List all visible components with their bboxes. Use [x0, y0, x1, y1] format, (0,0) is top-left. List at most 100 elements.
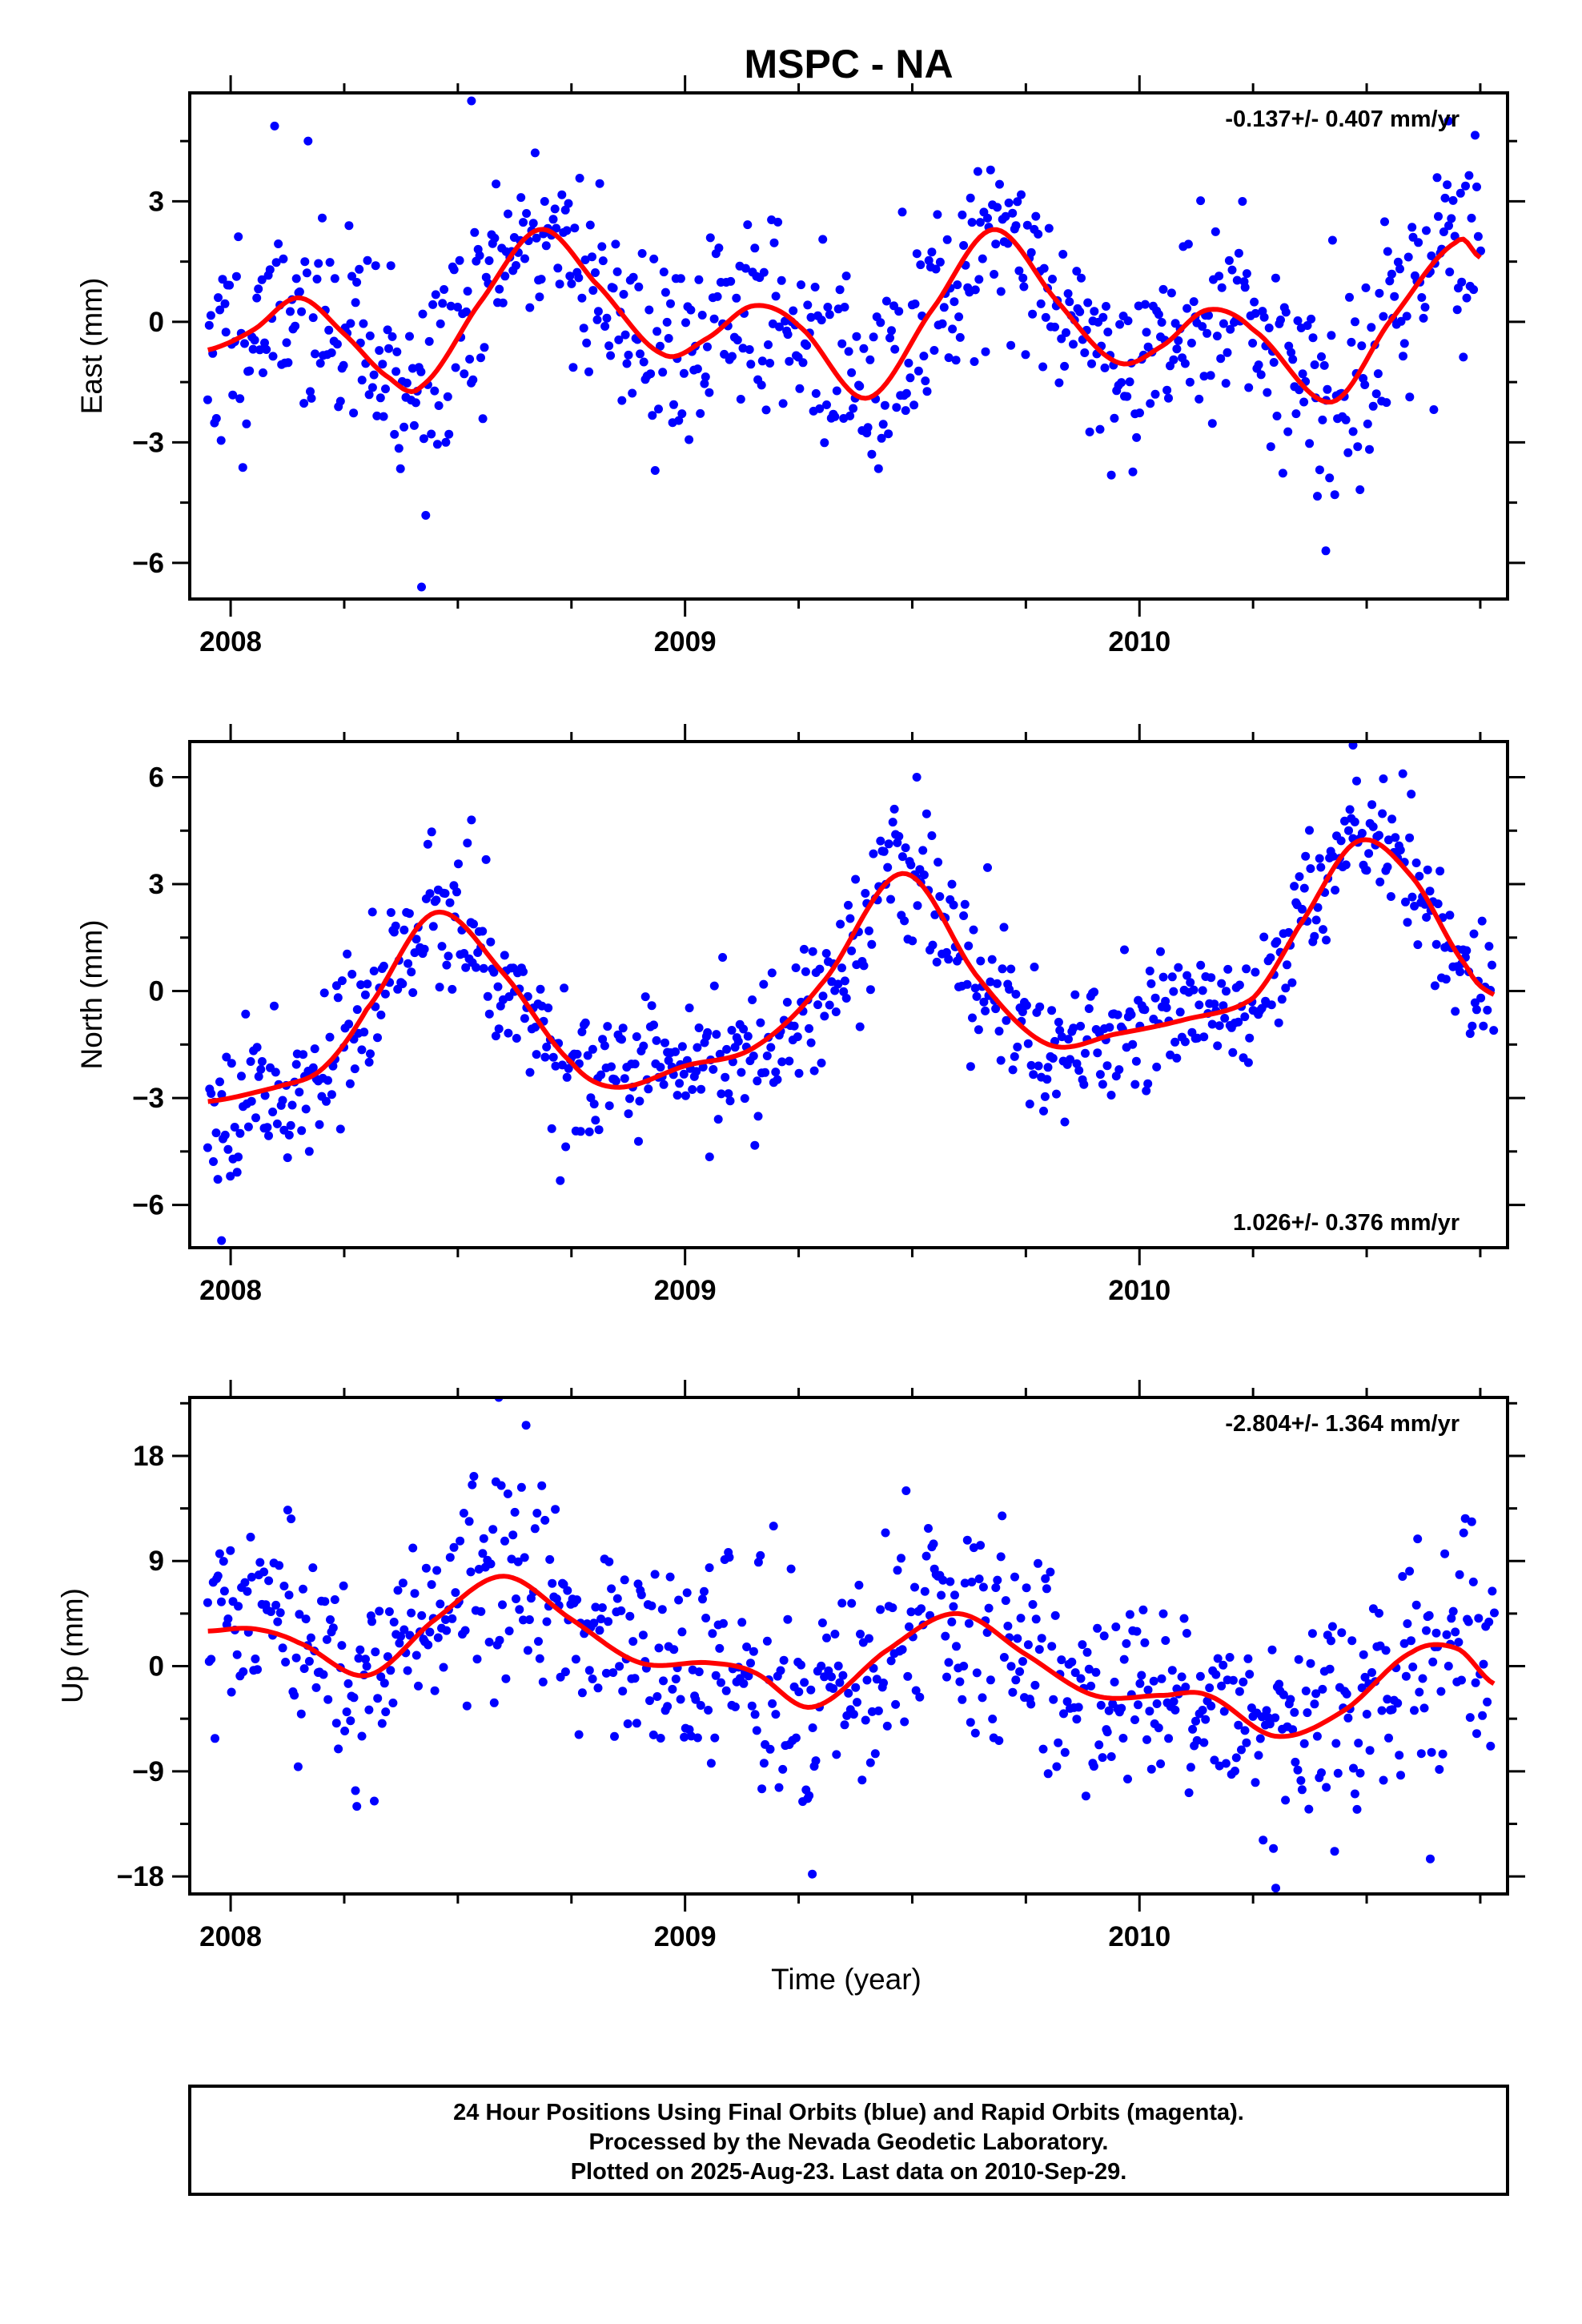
north-data-point [270, 1001, 279, 1011]
east-data-point [1367, 323, 1376, 332]
up-data-point [512, 1594, 520, 1603]
east-data-point [303, 136, 313, 146]
up-points [203, 1397, 1499, 1893]
up-data-point [377, 1719, 387, 1728]
up-data-point [715, 1643, 725, 1653]
east-data-point [761, 405, 771, 415]
north-data-point [376, 1010, 386, 1019]
east-data-point [1259, 312, 1269, 322]
east-data-point [387, 332, 397, 341]
east-data-point [476, 353, 485, 363]
east-data-point [927, 247, 937, 257]
north-data-point [540, 1052, 550, 1062]
north-data-point [287, 1100, 297, 1110]
up-data-point [1399, 1638, 1409, 1648]
up-data-point [379, 1679, 389, 1688]
east-data-point [357, 376, 367, 385]
north-data-point [791, 963, 801, 972]
east-data-point [250, 336, 259, 345]
east-data-point [614, 335, 624, 344]
east-data-point [381, 384, 390, 394]
up-data-point [1322, 1783, 1331, 1792]
up-data-point [680, 1732, 689, 1742]
north-data-point [1315, 854, 1324, 863]
east-data-point [686, 305, 696, 315]
north-data-point [1445, 911, 1455, 920]
north-data-point [753, 1076, 762, 1086]
up-data-point [750, 1710, 760, 1719]
east-data-point [540, 197, 549, 206]
east-data-point [335, 396, 345, 406]
up-data-point [495, 1635, 504, 1645]
up-data-point [876, 1605, 885, 1614]
east-data-point [644, 305, 654, 315]
north-data-point [484, 1009, 494, 1019]
up-data-point [1137, 1671, 1146, 1680]
up-y-tick-label: −9 [132, 1756, 164, 1787]
east-data-point [1439, 227, 1448, 236]
up-data-point [805, 1791, 814, 1800]
up-data-point [551, 1505, 560, 1514]
up-data-point [1057, 1655, 1066, 1665]
east-data-point [1207, 419, 1217, 428]
east-data-point [733, 336, 742, 345]
north-data-point [512, 1034, 521, 1043]
east-data-point [369, 370, 379, 380]
east-data-point [1095, 424, 1105, 434]
east-data-point [830, 412, 840, 421]
east-data-point [981, 347, 990, 356]
north-data-point [1375, 877, 1385, 887]
north-data-point [761, 1068, 770, 1077]
up-data-point [753, 1558, 763, 1567]
up-data-point [628, 1637, 638, 1647]
east-data-point [325, 258, 335, 267]
up-data-point [1022, 1583, 1031, 1593]
east-data-point [522, 209, 532, 218]
east-data-point [892, 403, 901, 412]
east-data-point [666, 299, 675, 308]
east-data-point [649, 254, 659, 263]
east-data-point [1100, 363, 1110, 372]
north-data-point [1207, 1019, 1217, 1029]
up-data-point [1383, 1695, 1392, 1704]
east-data-point [1327, 331, 1336, 340]
east-data-point [974, 275, 984, 284]
east-data-point [1158, 284, 1168, 294]
east-data-point [593, 307, 603, 316]
up-data-point [638, 1630, 648, 1640]
north-data-point [373, 1033, 382, 1043]
east-data-point [231, 271, 241, 281]
up-data-point [430, 1686, 440, 1695]
east-data-point [1319, 360, 1329, 370]
up-data-point [1118, 1734, 1128, 1743]
east-data-point [295, 287, 304, 296]
up-data-point [1054, 1738, 1063, 1747]
east-data-point [1022, 220, 1032, 230]
east-data-point [978, 254, 987, 263]
x-axis-label: Time (year) [771, 1963, 921, 1996]
up-x-tick-label: 2010 [1108, 1921, 1170, 1952]
chart-title: MSPC - NA [744, 42, 953, 86]
east-data-point [769, 238, 779, 247]
north-data-point [671, 1047, 680, 1056]
north-data-point [1228, 1047, 1238, 1057]
north-data-point [712, 1030, 721, 1039]
east-data-point [550, 204, 560, 214]
north-data-point [1472, 1005, 1481, 1015]
up-data-point [1408, 1663, 1418, 1671]
north-data-point [1488, 960, 1496, 970]
up-data-point [999, 1653, 1009, 1662]
east-data-point [417, 582, 426, 592]
east-data-point [950, 297, 959, 307]
up-data-point [768, 1699, 777, 1708]
north-data-point [844, 900, 853, 910]
east-data-point [1204, 311, 1213, 320]
up-data-point [1186, 1763, 1195, 1772]
north-data-point [315, 1120, 324, 1129]
up-data-point [301, 1614, 311, 1624]
north-data-point [1074, 1066, 1084, 1076]
up-data-point [857, 1775, 867, 1785]
up-data-point [1281, 1795, 1291, 1805]
east-data-point [909, 400, 919, 410]
north-data-point [322, 1096, 331, 1106]
